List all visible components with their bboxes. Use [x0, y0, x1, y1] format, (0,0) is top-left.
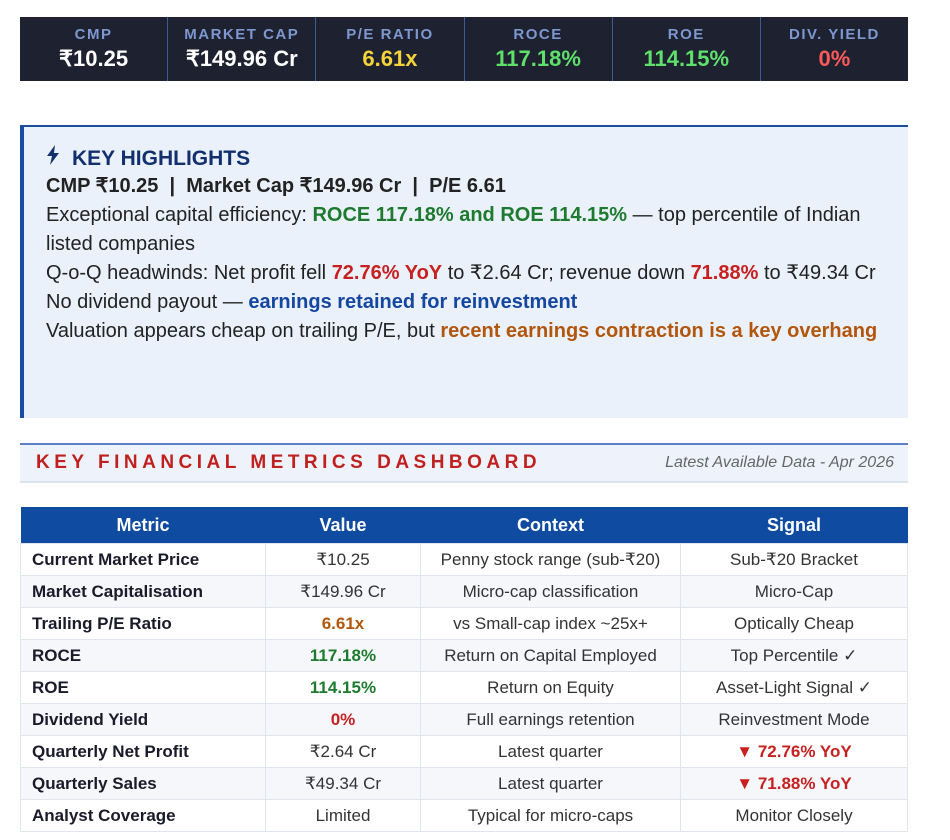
- highlights-heading: KEY HIGHLIGHTS: [46, 145, 886, 172]
- metric-card: MARKET CAP ₹149.96 Cr: [168, 17, 317, 81]
- metric-label: CMP: [74, 26, 113, 43]
- text-segment: to ₹49.34 Cr: [758, 262, 876, 284]
- cell-value: ₹10.25: [265, 543, 421, 576]
- table-row: Trailing P/E Ratio 6.61x vs Small-cap inde…: [20, 607, 908, 640]
- cell-value: 6.61x: [265, 607, 421, 640]
- cell-context: Return on Capital Employed: [420, 639, 681, 672]
- table-row: Quarterly Net Profit ₹2.64 Cr Latest quart…: [20, 735, 908, 768]
- text-segment: 72.76% YoY: [331, 262, 443, 284]
- cell-metric: ROE: [20, 671, 266, 704]
- lightning-icon: [46, 145, 60, 172]
- col-header-signal: Signal: [680, 507, 908, 544]
- metric-value: ₹10.25: [59, 46, 129, 71]
- text-segment: to ₹2.64 Cr; revenue down: [442, 262, 691, 284]
- cell-metric: Quarterly Sales: [20, 767, 266, 800]
- col-header-value: Value: [265, 507, 421, 544]
- cell-context: Full earnings retention: [420, 703, 681, 736]
- table-row: Current Market Price ₹10.25 Penny stock ra…: [20, 543, 908, 576]
- metric-value: 117.18%: [495, 46, 581, 71]
- highlight-valuation: Valuation appears cheap on trailing P/E,…: [46, 317, 886, 346]
- cell-signal: Optically Cheap: [680, 607, 908, 640]
- cell-signal: Reinvestment Mode: [680, 703, 908, 736]
- text-segment: recent earnings contraction is a key ove…: [440, 320, 878, 342]
- cell-signal: Monitor Closely: [680, 799, 908, 832]
- text-segment: earnings retained for reinvestment: [248, 291, 578, 313]
- cell-context: Latest quarter: [420, 767, 681, 800]
- metric-card: ROE 114.15%: [613, 17, 761, 81]
- cell-metric: ROCE: [20, 639, 266, 672]
- text-segment: 71.88%: [690, 262, 759, 284]
- cell-metric: Dividend Yield: [20, 703, 266, 736]
- table-row: Analyst Coverage Limited Typical for micro…: [20, 799, 908, 832]
- cell-value: 117.18%: [265, 639, 421, 672]
- cell-value: ₹149.96 Cr: [265, 575, 421, 608]
- cell-context: Micro-cap classification: [420, 575, 681, 608]
- cell-signal: Asset-Light Signal ✓: [680, 671, 908, 704]
- text-segment: Valuation appears cheap on trailing P/E,…: [46, 320, 441, 342]
- metric-label: ROCE: [513, 26, 563, 43]
- metric-value: 114.15%: [643, 46, 730, 71]
- cell-signal: ▼ 72.76% YoY: [680, 735, 908, 768]
- highlight-headwinds: Q-o-Q headwinds: Net profit fell 72.76% …: [46, 259, 886, 288]
- cell-metric: Current Market Price: [20, 543, 266, 576]
- metric-label: ROE: [667, 26, 705, 43]
- cell-metric: Quarterly Net Profit: [20, 735, 266, 768]
- cell-metric: Analyst Coverage: [20, 799, 266, 832]
- highlights-summary: CMP ₹10.25 | Market Cap ₹149.96 Cr | P/E…: [46, 175, 506, 197]
- cell-value: ₹49.34 Cr: [265, 767, 421, 800]
- table-row: ROE 114.15% Return on Equity Asset-Light Si…: [20, 671, 908, 704]
- cell-value: 114.15%: [265, 671, 421, 704]
- table-row: Quarterly Sales ₹49.34 Cr Latest quarter ▼ …: [20, 767, 908, 800]
- col-header-context: Context: [420, 507, 681, 544]
- dashboard-title: KEY FINANCIAL METRICS DASHBOARD: [36, 452, 542, 473]
- metric-value: ₹149.96 Cr: [185, 46, 298, 71]
- highlight-capital-efficiency: Exceptional capital efficiency: ROCE 117…: [46, 201, 886, 259]
- cell-value: 0%: [265, 703, 421, 736]
- cell-context: Return on Equity: [420, 671, 681, 704]
- highlights-title: KEY HIGHLIGHTS: [72, 146, 251, 170]
- table-row: ROCE 117.18% Return on Capital Employed Top…: [20, 639, 908, 672]
- cell-context: vs Small-cap index ~25x+: [420, 607, 681, 640]
- metric-value: 6.61x: [362, 46, 418, 71]
- metric-card: DIV. YIELD 0%: [761, 17, 908, 81]
- metric-label: MARKET CAP: [184, 26, 300, 43]
- key-highlights-panel: KEY HIGHLIGHTS CMP ₹10.25 | Market Cap ₹…: [20, 125, 908, 418]
- cell-metric: Trailing P/E Ratio: [20, 607, 266, 640]
- cell-signal: ▼ 71.88% YoY: [680, 767, 908, 800]
- highlight-dividend: No dividend payout — earnings retained f…: [46, 288, 886, 317]
- cell-context: Penny stock range (sub-₹20): [420, 543, 681, 576]
- cell-context: Latest quarter: [420, 735, 681, 768]
- metric-label: P/E RATIO: [346, 26, 434, 43]
- metric-card: CMP ₹10.25: [20, 17, 169, 81]
- cell-context: Typical for micro-caps: [420, 799, 681, 832]
- text-segment: Exceptional capital efficiency:: [46, 204, 313, 226]
- metrics-table: Metric Value Context Signal Current Mark…: [20, 507, 908, 832]
- table-row: Market Capitalisation ₹149.96 Cr Micro-cap…: [20, 575, 908, 608]
- metrics-bar: CMP ₹10.25 MARKET CAP ₹149.96 Cr P/E RATIO 6.…: [20, 17, 908, 81]
- text-segment: Q-o-Q headwinds: Net profit fell: [46, 262, 332, 284]
- cell-value: Limited: [265, 799, 421, 832]
- metric-card: P/E RATIO 6.61x: [316, 17, 465, 81]
- cell-signal: Micro-Cap: [680, 575, 908, 608]
- table-row: Dividend Yield 0% Full earnings retention R…: [20, 703, 908, 736]
- metric-card: ROCE 117.18%: [465, 17, 613, 81]
- text-segment: ROCE 117.18% and ROE 114.15%: [312, 204, 628, 226]
- cell-value: ₹2.64 Cr: [265, 735, 421, 768]
- cell-signal: Top Percentile ✓: [680, 639, 908, 672]
- metric-value: 0%: [818, 46, 851, 71]
- col-header-metric: Metric: [20, 507, 266, 544]
- dashboard-header: KEY FINANCIAL METRICS DASHBOARD Latest A…: [20, 443, 908, 483]
- dashboard-subtitle: Latest Available Data - Apr 2026: [665, 454, 894, 471]
- cell-metric: Market Capitalisation: [20, 575, 266, 608]
- text-segment: — top percentile of Indian listed compan…: [46, 204, 861, 255]
- metric-label: DIV. YIELD: [789, 26, 880, 43]
- cell-signal: Sub-₹20 Bracket: [680, 543, 908, 576]
- text-segment: No dividend payout —: [46, 291, 249, 313]
